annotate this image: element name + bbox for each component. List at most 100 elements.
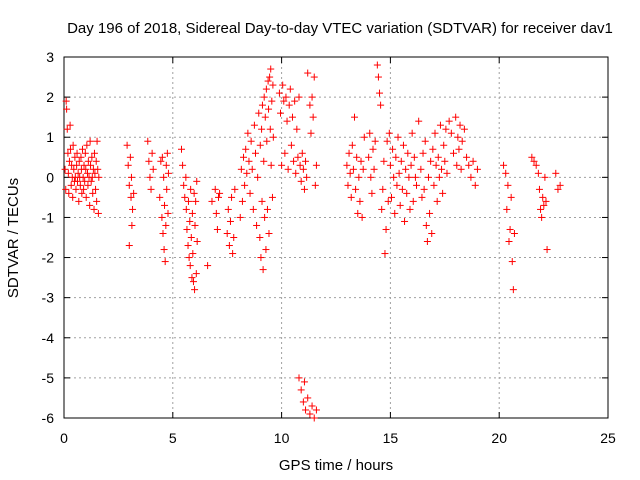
data-point [162, 221, 170, 229]
data-point [392, 153, 400, 161]
data-point [469, 157, 477, 165]
data-point [183, 225, 191, 233]
data-point [535, 185, 543, 193]
data-point [455, 145, 463, 153]
data-point [365, 153, 373, 161]
data-point [212, 209, 220, 217]
data-point [404, 149, 412, 157]
data-point [243, 169, 251, 177]
data-point [158, 213, 166, 221]
data-point [192, 197, 200, 205]
data-point [438, 165, 446, 173]
data-point [291, 97, 299, 105]
data-point [260, 93, 268, 101]
data-point [182, 205, 190, 213]
data-point [506, 225, 514, 233]
data-point [552, 169, 560, 177]
data-point [164, 209, 172, 217]
data-point [439, 189, 447, 197]
data-point [415, 117, 423, 125]
data-point [293, 125, 301, 133]
data-point [406, 205, 414, 213]
data-point [398, 185, 406, 193]
data-point [191, 221, 199, 229]
data-point [256, 141, 264, 149]
data-point [371, 137, 379, 145]
data-point [247, 137, 255, 145]
data-point [148, 149, 156, 157]
data-point [384, 197, 392, 205]
data-point [380, 157, 388, 165]
data-point [312, 406, 320, 414]
data-point [275, 89, 283, 97]
data-point [354, 209, 362, 217]
data-point [295, 93, 303, 101]
data-point [300, 185, 308, 193]
data-point [538, 213, 546, 221]
data-point [277, 109, 285, 117]
data-point [73, 161, 81, 169]
data-point [73, 177, 81, 185]
data-point [355, 173, 363, 181]
data-point [64, 169, 72, 177]
data-point [78, 145, 86, 153]
data-point [378, 205, 386, 213]
y-tick-label: -6 [42, 410, 55, 426]
data-point [360, 133, 368, 141]
data-point [556, 181, 564, 189]
data-point [216, 189, 224, 197]
data-point [127, 193, 135, 201]
data-point [179, 161, 187, 169]
data-point [304, 69, 312, 77]
data-point [266, 73, 274, 81]
data-point [463, 153, 471, 161]
data-point [504, 181, 512, 189]
data-point [389, 145, 397, 153]
data-point [251, 149, 259, 157]
x-tick-label: 15 [383, 430, 399, 446]
x-tick-label: 20 [491, 430, 507, 446]
data-point [310, 73, 318, 81]
data-point [186, 217, 194, 225]
data-point [303, 173, 311, 181]
data-point [465, 161, 473, 169]
data-point [214, 193, 222, 201]
y-tick-label: -1 [42, 209, 55, 225]
data-point [440, 141, 448, 149]
data-point [445, 117, 453, 125]
data-point [280, 97, 288, 105]
grid-lines [64, 57, 608, 418]
data-point [81, 149, 89, 157]
data-point [304, 394, 312, 402]
data-point [184, 197, 192, 205]
data-point [288, 113, 296, 121]
data-point [71, 153, 79, 161]
data-point [382, 225, 390, 233]
data-point [261, 213, 269, 221]
data-point [76, 181, 84, 189]
data-point [87, 161, 95, 169]
data-point [379, 185, 387, 193]
data-point [254, 173, 262, 181]
data-point [376, 89, 384, 97]
data-point [83, 141, 91, 149]
data-point [186, 262, 194, 270]
data-point [405, 173, 413, 181]
data-point [283, 117, 291, 125]
data-point [230, 234, 238, 241]
data-point [284, 165, 292, 173]
y-tick-label: 0 [46, 169, 54, 185]
data-point [161, 201, 169, 209]
data-point [500, 161, 508, 169]
data-point [268, 193, 276, 201]
data-point [296, 161, 304, 169]
data-point [441, 157, 449, 165]
data-point [162, 161, 170, 169]
data-point [265, 105, 273, 113]
data-point [226, 217, 234, 225]
data-point [180, 181, 188, 189]
data-point [158, 153, 166, 161]
data-point [471, 181, 479, 189]
data-point [407, 161, 415, 169]
data-point [402, 165, 410, 173]
